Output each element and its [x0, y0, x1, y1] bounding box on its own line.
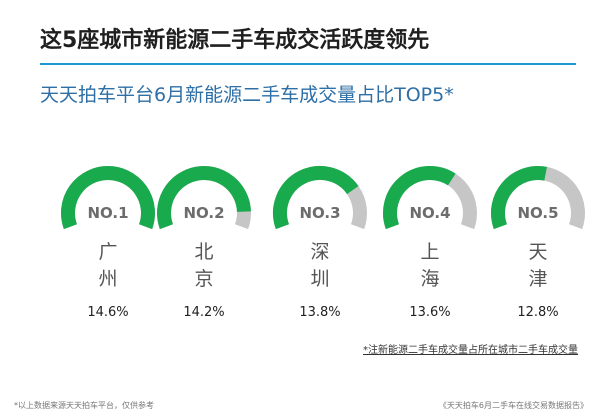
- city-label: 京: [194, 268, 213, 290]
- gauge-fill: [61, 166, 155, 230]
- rank-label: NO.2: [183, 204, 224, 222]
- city-label: 深: [310, 241, 329, 263]
- value-label: 13.6%: [409, 305, 450, 320]
- rank-label: NO.1: [87, 204, 128, 222]
- city-label: 广: [98, 241, 117, 263]
- value-label: 14.6%: [87, 305, 128, 320]
- rank-label: NO.5: [517, 204, 558, 222]
- title-divider: [40, 63, 576, 65]
- city-label: 上: [420, 241, 439, 263]
- page-title: 这5座城市新能源二手车成交活跃度领先: [40, 28, 430, 53]
- city-label: 津: [528, 268, 547, 290]
- city-label: 圳: [310, 268, 329, 290]
- gauge-fill: [157, 166, 251, 230]
- gauge-fill: [383, 166, 456, 230]
- rank-label: NO.3: [299, 204, 340, 222]
- gauge-fill: [491, 166, 547, 230]
- page-subtitle: 天天拍车平台6月新能源二手车成交量占比TOP5*: [40, 84, 454, 106]
- report-name: 《天天拍车6月二手车在线交易数据报告》: [438, 401, 588, 410]
- source-note: *以上数据来源天天拍车平台，仅供参考: [14, 401, 154, 410]
- city-label: 北: [194, 241, 213, 263]
- value-label: 14.2%: [183, 305, 224, 320]
- value-label: 13.8%: [299, 305, 340, 320]
- city-label: 海: [420, 268, 439, 290]
- rank-label: NO.4: [409, 204, 450, 222]
- value-label: 12.8%: [517, 305, 558, 320]
- city-label: 天: [528, 241, 547, 263]
- gauge-fill: [273, 166, 359, 230]
- footnote: *注新能源二手车成交量占所在城市二手车成交量: [363, 345, 578, 356]
- city-label: 州: [98, 268, 117, 290]
